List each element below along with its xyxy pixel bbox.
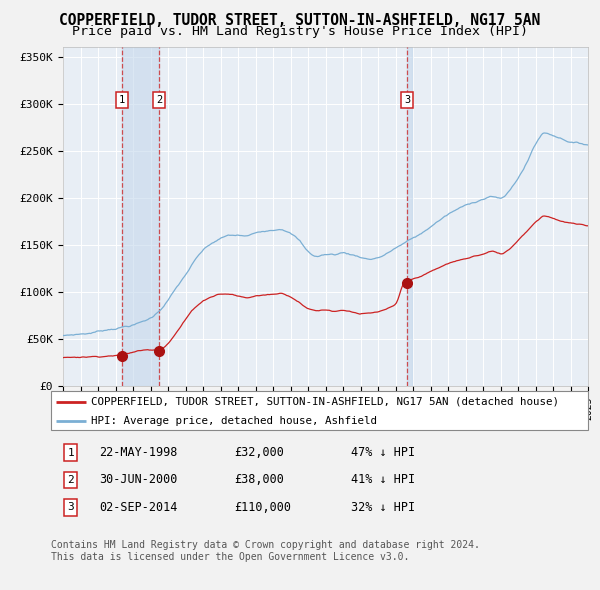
Text: HPI: Average price, detached house, Ashfield: HPI: Average price, detached house, Ashf… [91, 416, 377, 426]
Text: COPPERFIELD, TUDOR STREET, SUTTON-IN-ASHFIELD, NG17 5AN (detached house): COPPERFIELD, TUDOR STREET, SUTTON-IN-ASH… [91, 396, 559, 407]
Text: 47% ↓ HPI: 47% ↓ HPI [351, 446, 415, 459]
Text: 30-JUN-2000: 30-JUN-2000 [99, 473, 178, 486]
Text: 02-SEP-2014: 02-SEP-2014 [99, 501, 178, 514]
Text: This data is licensed under the Open Government Licence v3.0.: This data is licensed under the Open Gov… [51, 552, 409, 562]
Text: £38,000: £38,000 [234, 473, 284, 486]
Bar [407, 47, 412, 386]
Bar [122, 47, 159, 386]
Text: Price paid vs. HM Land Registry's House Price Index (HPI): Price paid vs. HM Land Registry's House … [72, 25, 528, 38]
Text: Contains HM Land Registry data © Crown copyright and database right 2024.: Contains HM Land Registry data © Crown c… [51, 540, 480, 550]
Text: 1: 1 [119, 95, 125, 105]
FancyBboxPatch shape [51, 391, 588, 430]
Text: COPPERFIELD, TUDOR STREET, SUTTON-IN-ASHFIELD, NG17 5AN: COPPERFIELD, TUDOR STREET, SUTTON-IN-ASH… [59, 13, 541, 28]
Text: 1: 1 [67, 448, 74, 457]
Text: 2: 2 [156, 95, 163, 105]
Text: £32,000: £32,000 [234, 446, 284, 459]
Text: 22-MAY-1998: 22-MAY-1998 [99, 446, 178, 459]
Text: 3: 3 [404, 95, 410, 105]
Text: 41% ↓ HPI: 41% ↓ HPI [351, 473, 415, 486]
Text: £110,000: £110,000 [234, 501, 291, 514]
Text: 32% ↓ HPI: 32% ↓ HPI [351, 501, 415, 514]
Text: 2: 2 [67, 475, 74, 484]
Text: 3: 3 [67, 503, 74, 512]
